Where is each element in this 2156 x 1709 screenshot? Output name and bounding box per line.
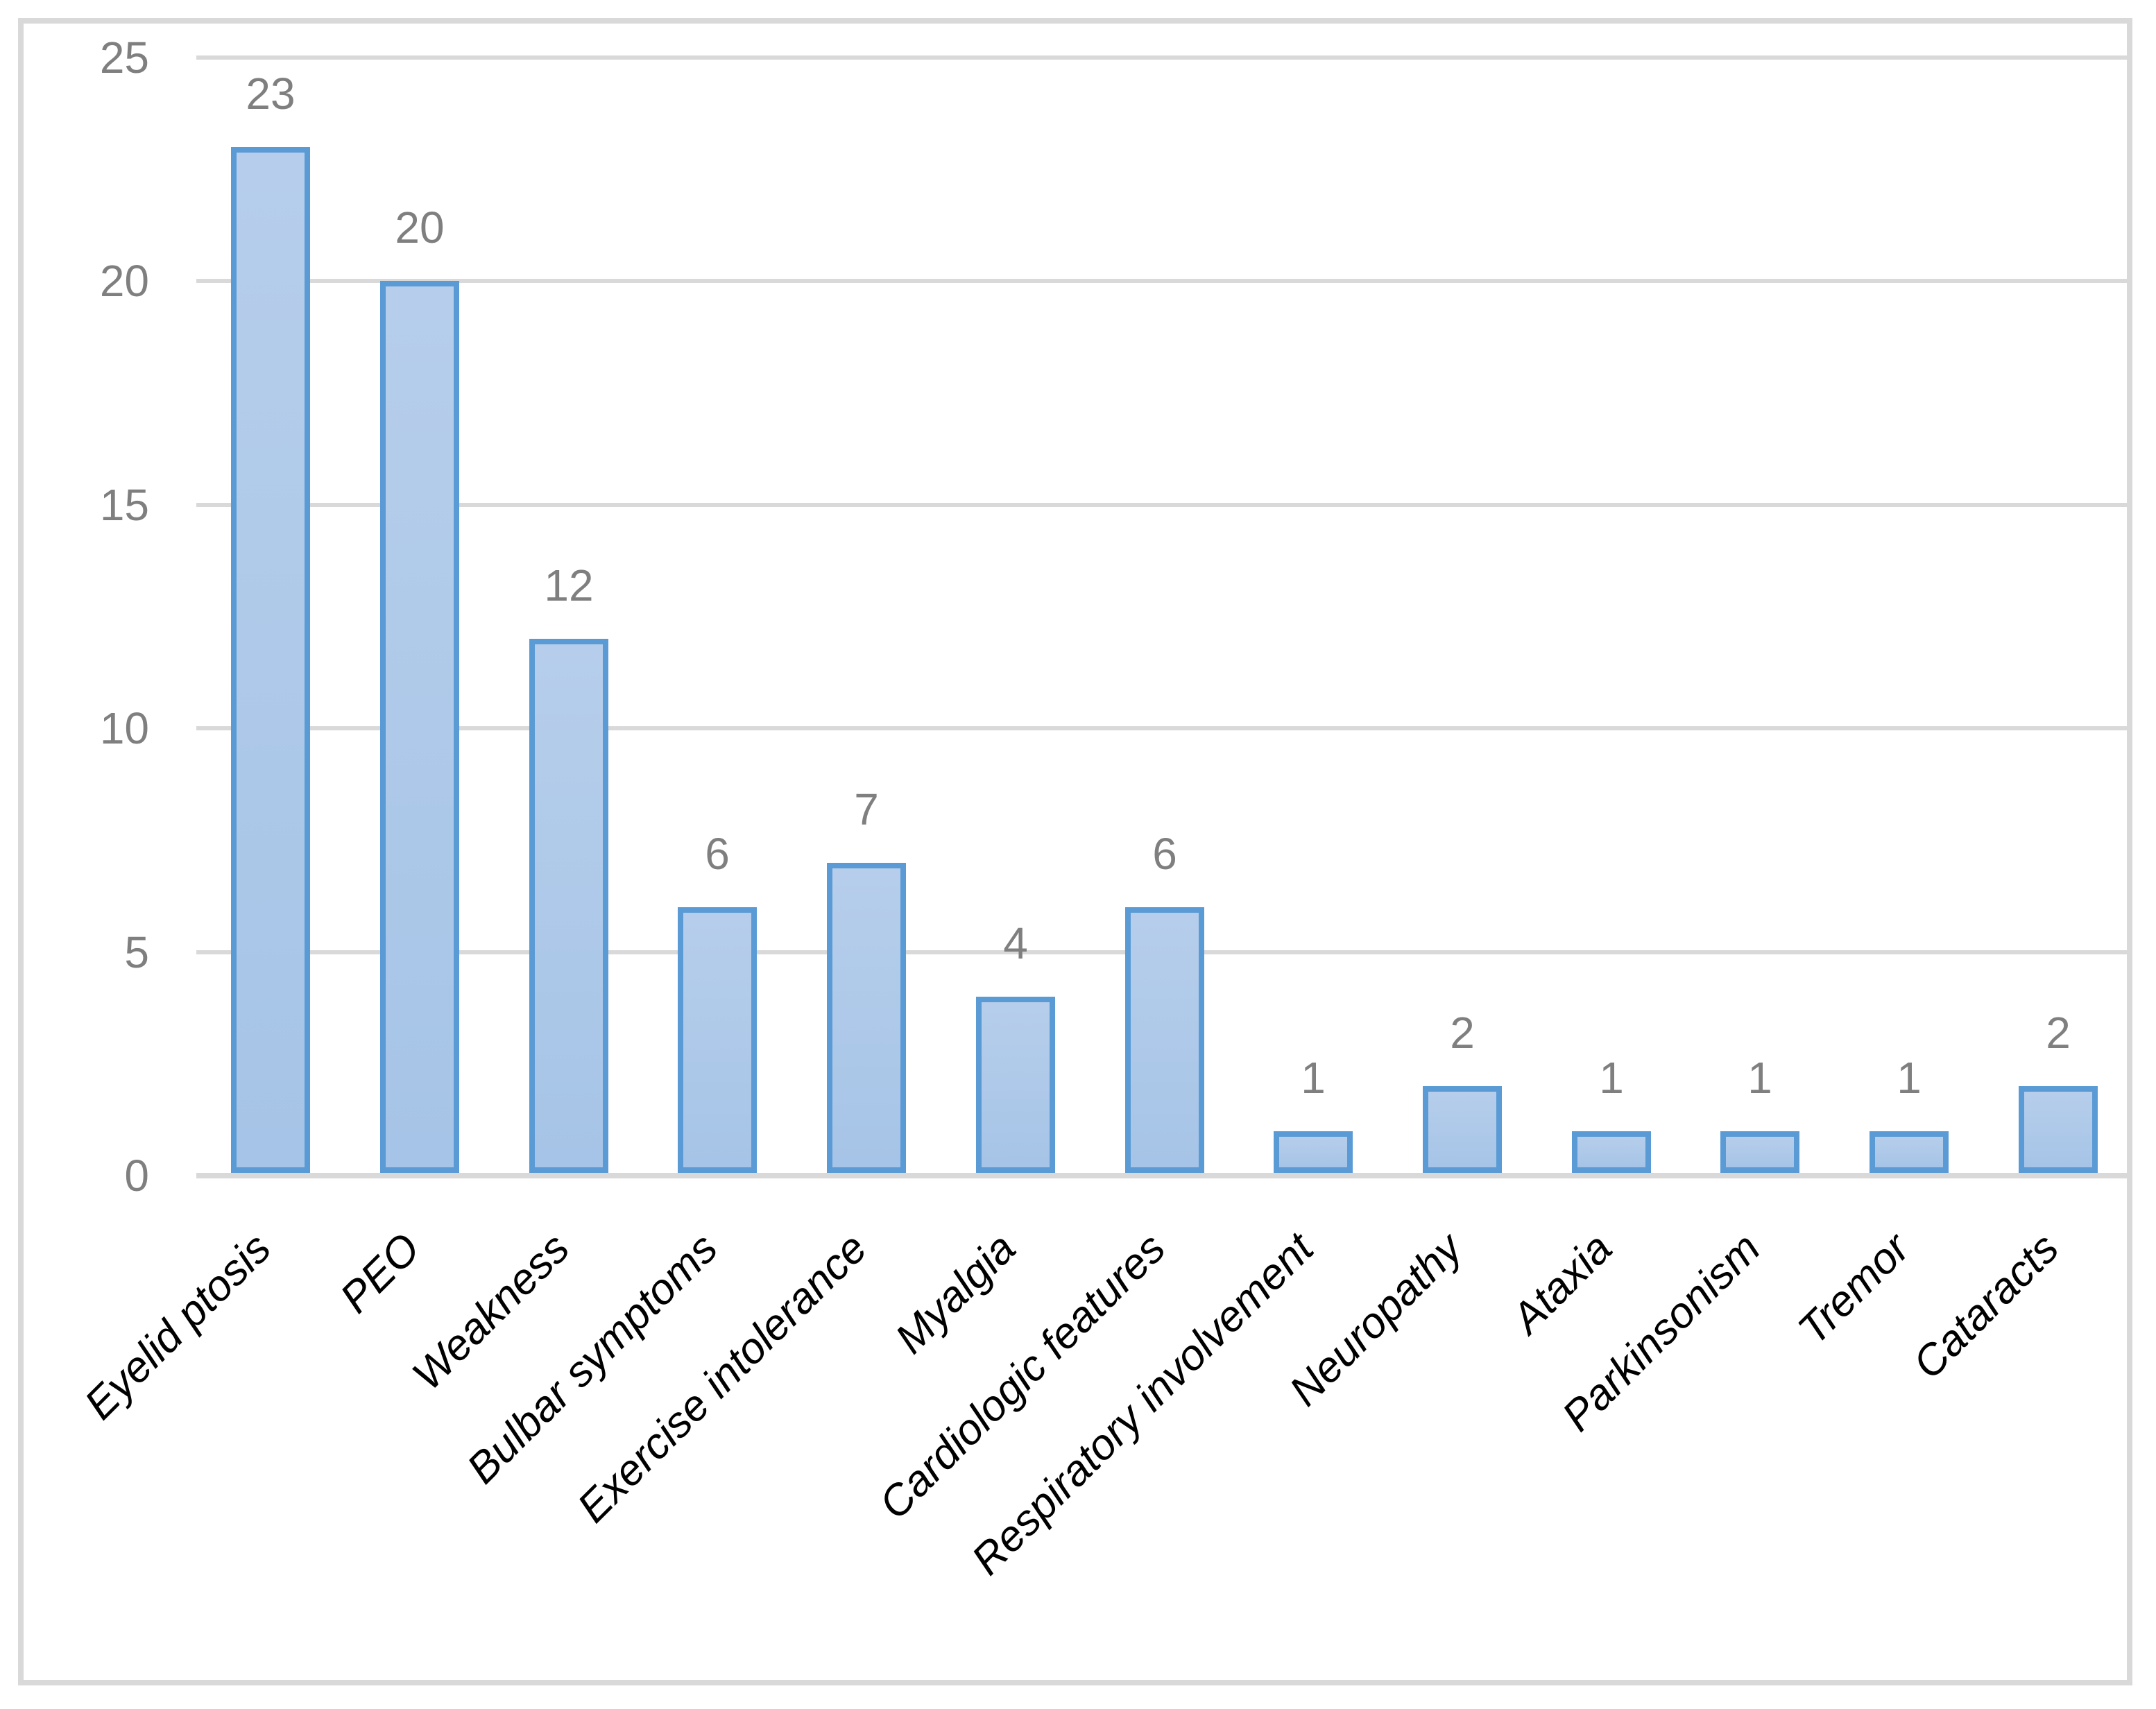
y-axis-tick-label: 0 bbox=[124, 1151, 149, 1201]
y-gridline bbox=[196, 503, 2132, 507]
bar-value-label: 1 bbox=[1897, 1053, 1922, 1103]
y-gridline bbox=[196, 726, 2132, 730]
bar-value-label: 12 bbox=[544, 560, 594, 610]
y-axis-tick-label: 20 bbox=[99, 256, 149, 306]
bar bbox=[2019, 1086, 2098, 1173]
bar bbox=[1720, 1131, 1799, 1173]
bar bbox=[678, 907, 757, 1173]
bar-value-label: 2 bbox=[1450, 1008, 1475, 1058]
bar bbox=[1274, 1131, 1353, 1173]
bar-value-label: 4 bbox=[1003, 918, 1028, 968]
x-axis-line bbox=[196, 1173, 2132, 1178]
y-axis-tick-label: 5 bbox=[124, 927, 149, 977]
y-axis-tick-label: 25 bbox=[99, 33, 149, 83]
y-axis-tick-label: 15 bbox=[99, 480, 149, 530]
y-axis-tick-label: 10 bbox=[99, 703, 149, 753]
bar-value-label: 23 bbox=[246, 69, 296, 119]
bar-value-label: 1 bbox=[1301, 1053, 1326, 1103]
bar bbox=[1870, 1131, 1949, 1173]
bar-value-label: 1 bbox=[1599, 1053, 1624, 1103]
bar bbox=[380, 281, 459, 1173]
bar bbox=[1572, 1131, 1651, 1173]
bar bbox=[1125, 907, 1204, 1173]
bar-value-label: 2 bbox=[2046, 1008, 2071, 1058]
y-gridline bbox=[196, 55, 2132, 60]
y-gridline bbox=[196, 279, 2132, 283]
bar bbox=[827, 863, 906, 1173]
bar bbox=[1423, 1086, 1502, 1173]
chart-frame bbox=[18, 18, 2132, 1685]
bar bbox=[529, 639, 608, 1173]
bar-value-label: 20 bbox=[395, 203, 445, 252]
bar-value-label: 6 bbox=[1152, 829, 1177, 879]
bar-value-label: 7 bbox=[854, 784, 879, 834]
bar-value-label: 6 bbox=[705, 829, 730, 879]
bar bbox=[976, 997, 1055, 1173]
bar bbox=[231, 147, 310, 1173]
bar-value-label: 1 bbox=[1747, 1053, 1772, 1103]
